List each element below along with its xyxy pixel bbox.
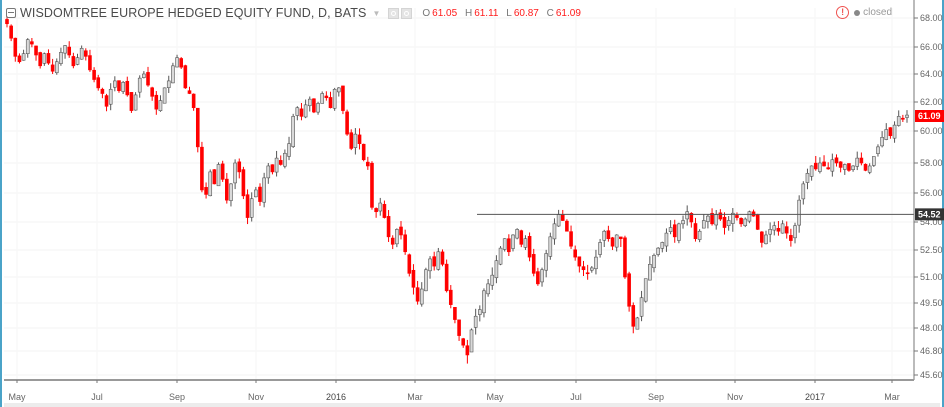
- svg-text:Jul: Jul: [91, 392, 103, 402]
- svg-text:Sep: Sep: [648, 392, 664, 402]
- status-dot-icon: [854, 9, 861, 16]
- low-key: L: [506, 7, 512, 19]
- svg-text:May: May: [486, 392, 504, 402]
- footer-strip: [4, 403, 940, 407]
- market-status-label: closed: [863, 7, 892, 18]
- svg-text:54.00: 54.00: [920, 217, 943, 227]
- svg-text:Sep: Sep: [169, 392, 185, 402]
- svg-text:51.00: 51.00: [920, 272, 943, 282]
- candles: [5, 16, 909, 364]
- svg-text:Nov: Nov: [727, 392, 744, 402]
- svg-text:66.00: 66.00: [920, 42, 943, 52]
- svg-text:58.00: 58.00: [920, 158, 943, 168]
- svg-text:48.00: 48.00: [920, 323, 943, 333]
- svg-text:49.50: 49.50: [920, 298, 943, 308]
- svg-text:54.52: 54.52: [918, 209, 941, 219]
- close-value: 61.09: [555, 7, 581, 19]
- svg-text:45.60: 45.60: [920, 370, 943, 380]
- chart-legend: WISDOMTREE EUROPE HEDGED EQUITY FUND, D,…: [6, 4, 586, 22]
- svg-text:62.00: 62.00: [920, 97, 943, 107]
- symbol-title[interactable]: WISDOMTREE EUROPE HEDGED EQUITY FUND, D,…: [20, 6, 367, 20]
- eye-icon[interactable]: [388, 7, 400, 19]
- svg-text:Nov: Nov: [248, 392, 265, 402]
- open-value: 61.05: [432, 7, 458, 19]
- open-key: O: [422, 7, 431, 19]
- svg-text:Jul: Jul: [570, 392, 582, 402]
- dropdown-arrow-icon[interactable]: ▼: [372, 8, 381, 18]
- svg-text:60.00: 60.00: [920, 126, 943, 136]
- close-key: C: [546, 7, 554, 19]
- high-key: H: [464, 7, 473, 19]
- ohlc-values: O 61.05 H 61.11 L 60.87 C 61.09: [422, 8, 586, 19]
- settings-icon[interactable]: [401, 7, 413, 19]
- collapse-icon[interactable]: [6, 8, 16, 18]
- svg-text:Mar: Mar: [407, 392, 423, 402]
- svg-text:2016: 2016: [326, 392, 346, 402]
- svg-text:46.80: 46.80: [920, 346, 943, 356]
- low-value: 60.87: [513, 7, 539, 19]
- svg-text:52.50: 52.50: [920, 245, 943, 255]
- market-status: ! closed: [836, 6, 892, 19]
- svg-text:Mar: Mar: [884, 392, 900, 402]
- svg-text:61.09: 61.09: [918, 111, 941, 121]
- svg-text:64.00: 64.00: [920, 69, 943, 79]
- svg-text:2017: 2017: [805, 392, 825, 402]
- svg-text:May: May: [8, 392, 26, 402]
- high-value: 61.11: [474, 7, 499, 19]
- svg-text:68.00: 68.00: [920, 13, 943, 23]
- svg-text:56.00: 56.00: [920, 188, 943, 198]
- warning-icon[interactable]: !: [836, 6, 850, 19]
